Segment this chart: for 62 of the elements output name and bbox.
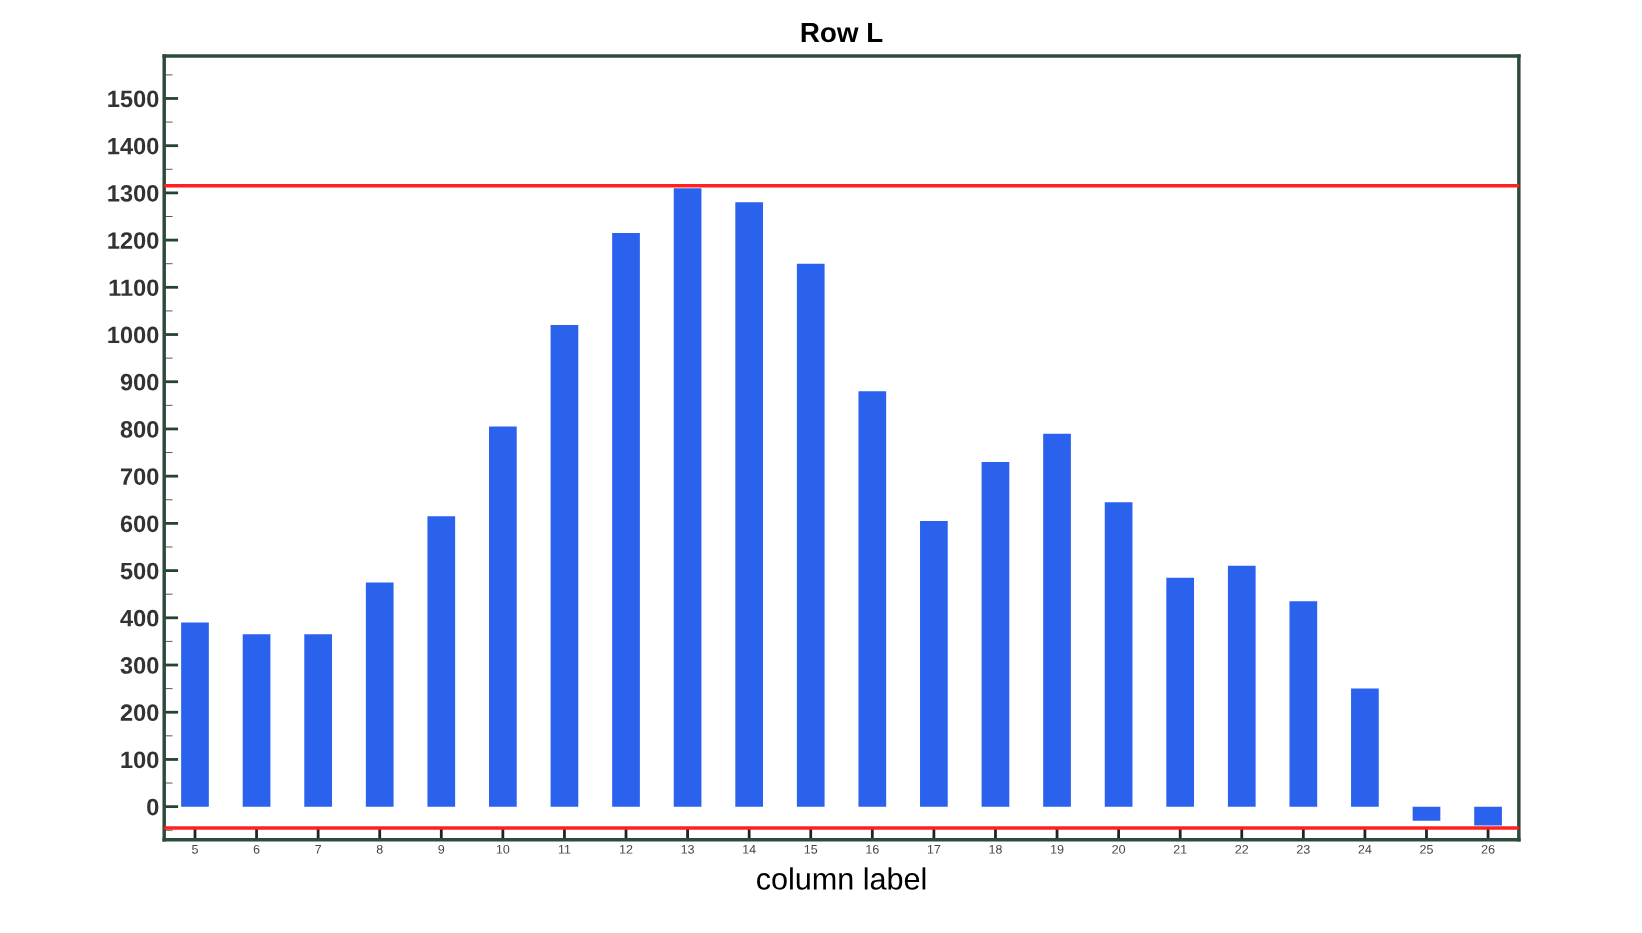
- bar: [1474, 806, 1502, 826]
- x-tick-label: 23: [1297, 844, 1310, 854]
- x-tick-label: 16: [866, 844, 879, 854]
- bar: [858, 391, 887, 807]
- bar: [365, 582, 394, 807]
- bar: [1289, 601, 1318, 807]
- x-tick-label: 25: [1420, 844, 1433, 854]
- bar: [181, 622, 209, 807]
- bar: [673, 188, 702, 807]
- bar: [1043, 433, 1071, 807]
- y-tick-label: 700: [120, 468, 159, 485]
- bar: [1227, 565, 1256, 807]
- x-tick-label: 11: [558, 845, 571, 854]
- x-axis-title: column label: [757, 867, 926, 890]
- x-tick-label: 15: [804, 845, 818, 854]
- y-tick-label: 900: [120, 373, 159, 391]
- x-tick-label: 22: [1235, 844, 1249, 854]
- y-tick-label: 300: [120, 657, 159, 674]
- y-tick-label: 1000: [108, 326, 159, 344]
- x-tick-label: 18: [989, 844, 1002, 854]
- y-tick-label: 600: [120, 515, 159, 533]
- bar: [981, 462, 1010, 807]
- x-tick-label: 26: [1481, 844, 1495, 854]
- chart-title: Row L: [801, 22, 883, 43]
- bar: [612, 233, 640, 807]
- y-tick-label: 1100: [109, 279, 159, 297]
- x-tick-label: 6: [253, 844, 260, 854]
- x-tick-label: 8: [376, 844, 383, 854]
- x-tick-label: 13: [681, 844, 694, 854]
- bar: [1412, 806, 1441, 821]
- x-tick-label: 14: [743, 845, 756, 854]
- bar: [735, 202, 764, 807]
- x-tick-label: 10: [496, 844, 510, 854]
- x-tick-label: 21: [1173, 844, 1187, 854]
- y-tick-label: 400: [120, 609, 159, 627]
- bar: [1104, 502, 1133, 807]
- bar: [1166, 577, 1195, 807]
- y-tick-label: 1400: [108, 137, 159, 155]
- x-tick-label: 12: [620, 844, 633, 854]
- bar: [304, 634, 332, 807]
- bar: [796, 263, 825, 807]
- y-tick-label: 1300: [108, 184, 159, 202]
- x-tick-label: 19: [1051, 844, 1064, 854]
- y-tick-label: 1500: [108, 90, 159, 108]
- y-tick-label: 200: [120, 704, 159, 722]
- y-tick-label: 800: [120, 421, 159, 438]
- bar: [489, 426, 517, 807]
- y-tick-label: 1200: [108, 232, 159, 249]
- y-tick-label: 0: [147, 798, 159, 816]
- bar: [242, 634, 271, 807]
- bar: [427, 516, 456, 807]
- bar: [1351, 688, 1379, 807]
- x-tick-label: 5: [192, 845, 198, 854]
- y-tick-label: 500: [120, 562, 159, 580]
- x-tick-label: 17: [927, 845, 941, 854]
- x-tick-label: 20: [1112, 844, 1126, 854]
- bar: [550, 325, 579, 807]
- x-tick-label: 9: [438, 844, 445, 854]
- bar: [920, 521, 948, 807]
- x-tick-label: 24: [1358, 844, 1372, 854]
- y-tick-label: 100: [121, 751, 159, 769]
- x-tick-label: 7: [315, 845, 321, 854]
